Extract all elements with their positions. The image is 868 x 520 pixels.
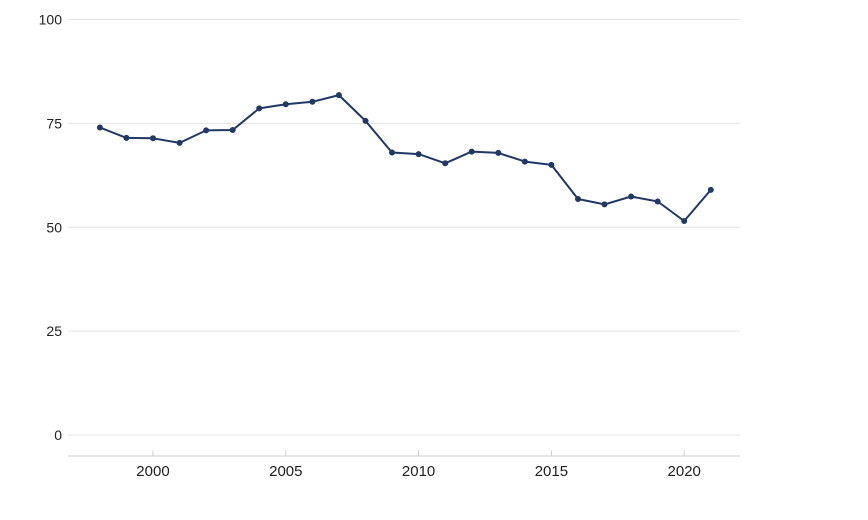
- data-point: [628, 193, 635, 200]
- data-point: [282, 101, 289, 108]
- data-series-line: [98, 94, 712, 222]
- data-point: [123, 134, 130, 141]
- data-point: [389, 149, 395, 156]
- data-point: [707, 186, 714, 193]
- data-point: [309, 98, 316, 105]
- data-point: [362, 117, 369, 124]
- data-point: [335, 92, 342, 99]
- data-point: [601, 201, 608, 208]
- data-point: [442, 160, 449, 167]
- x-axis-tick-label: 2000: [136, 463, 169, 480]
- data-point: [229, 127, 236, 133]
- y-axis-tick-label: 0: [54, 427, 62, 443]
- x-axis-tick-label: 2010: [402, 463, 435, 480]
- data-point: [176, 139, 183, 146]
- data-point: [150, 135, 156, 142]
- data-point: [654, 198, 661, 205]
- data-point: [575, 196, 581, 202]
- x-axis-tick-label: 2020: [668, 463, 701, 480]
- data-point: [681, 218, 688, 224]
- y-axis-tick-label: 25: [46, 323, 62, 339]
- data-point: [96, 124, 103, 131]
- data-point: [415, 151, 422, 158]
- data-point: [468, 148, 475, 155]
- data-point: [203, 127, 210, 134]
- y-axis-tick-label: 75: [46, 115, 62, 131]
- data-point: [256, 105, 263, 112]
- data-point: [521, 158, 528, 165]
- data-point: [495, 149, 502, 156]
- x-axis-tick-label: 2005: [269, 463, 302, 480]
- y-axis-tick-label: 100: [39, 12, 63, 28]
- y-axis-tick-label: 50: [46, 219, 62, 235]
- data-point: [548, 161, 555, 168]
- x-axis-tick-label: 2015: [535, 463, 568, 480]
